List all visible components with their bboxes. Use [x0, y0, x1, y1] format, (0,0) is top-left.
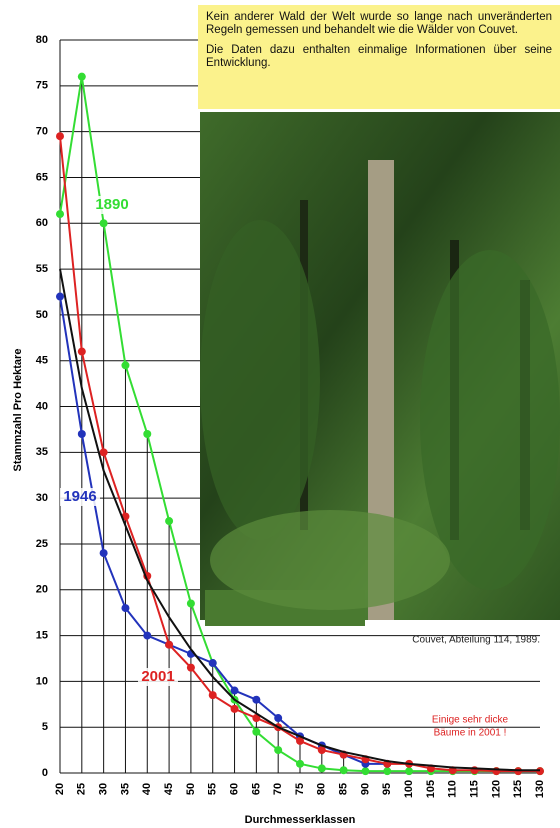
- point: [56, 292, 64, 301]
- point: [252, 714, 261, 723]
- x-tick-label: 120: [490, 780, 502, 798]
- annotation: Einige sehr dicke: [432, 715, 509, 726]
- x-tick-label: 95: [381, 783, 393, 795]
- point: [317, 764, 326, 773]
- label-bg: [60, 488, 100, 506]
- point: [252, 695, 261, 704]
- x-tick-label: 115: [468, 780, 480, 798]
- y-tick-label: 45: [36, 355, 48, 367]
- y-tick-label: 35: [36, 446, 48, 458]
- point: [296, 736, 304, 745]
- y-tick-label: 80: [36, 34, 48, 46]
- point: [165, 640, 174, 649]
- x-tick-label: 45: [163, 783, 175, 795]
- x-tick-label: 70: [272, 783, 284, 795]
- point: [296, 759, 304, 768]
- label-bg: [138, 668, 178, 686]
- point: [121, 361, 130, 370]
- y-tick-label: 50: [36, 309, 48, 321]
- point: [230, 686, 239, 695]
- point: [143, 631, 152, 640]
- point: [99, 448, 108, 457]
- x-tick-label: 75: [294, 783, 306, 795]
- x-tick-label: 90: [359, 783, 371, 795]
- note-text: Kein anderer Wald der Welt wurde so lang…: [206, 11, 552, 36]
- point: [77, 429, 86, 438]
- x-tick-label: 80: [316, 783, 328, 795]
- point: [405, 767, 414, 776]
- point: [186, 599, 195, 608]
- y-tick-label: 15: [36, 629, 48, 641]
- point: [99, 219, 108, 228]
- x-tick-label: 20: [54, 783, 66, 795]
- annotation: Bäume in 2001 !: [434, 728, 507, 739]
- y-tick-label: 5: [42, 721, 48, 733]
- label-bg: [92, 196, 132, 214]
- x-tick-label: 40: [141, 783, 153, 795]
- point: [56, 210, 64, 219]
- x-tick-label: 110: [447, 780, 459, 798]
- y-tick-label: 25: [36, 538, 48, 550]
- x-tick-label: 30: [98, 783, 110, 795]
- x-tick-label: 35: [119, 783, 131, 795]
- y-tick-label: 55: [36, 263, 48, 275]
- x-tick-label: 85: [338, 783, 350, 795]
- point: [186, 663, 195, 672]
- point: [274, 746, 283, 755]
- x-tick-label: 105: [425, 780, 437, 798]
- x-tick-label: 100: [403, 780, 415, 798]
- point: [99, 549, 108, 558]
- y-tick-label: 75: [36, 80, 48, 92]
- series-label: 2001: [141, 668, 174, 685]
- point: [208, 691, 217, 700]
- y-tick-label: 10: [36, 675, 48, 687]
- x-tick-label: 50: [185, 783, 197, 795]
- point: [274, 714, 283, 723]
- y-tick-label: 40: [36, 400, 48, 412]
- y-tick-label: 0: [42, 767, 48, 779]
- y-tick-label: 20: [36, 584, 48, 596]
- caption: Couvet, Abteilung 114, 1989.: [412, 635, 540, 646]
- y-axis-label: Stammzahl Pro Hektare: [12, 349, 24, 472]
- point: [383, 767, 392, 776]
- series-label: 1946: [63, 488, 96, 505]
- point: [121, 604, 130, 613]
- x-tick-label: 60: [228, 783, 240, 795]
- point: [361, 767, 370, 776]
- photo: [200, 112, 560, 626]
- note-box: Kein anderer Wald der Welt wurde so lang…: [198, 5, 560, 109]
- series-label: 1890: [95, 196, 128, 213]
- point: [230, 704, 239, 713]
- point: [165, 517, 174, 526]
- note-text: Die Daten dazu enthalten einmalige Infor…: [206, 44, 552, 69]
- point: [77, 72, 86, 81]
- x-tick-label: 55: [207, 783, 219, 795]
- series-line: [59, 268, 540, 772]
- x-axis-label: Durchmesserklassen: [245, 814, 356, 826]
- point: [208, 659, 217, 668]
- series-line: [59, 296, 388, 765]
- x-tick-label: 65: [250, 783, 262, 795]
- y-tick-label: 60: [36, 217, 48, 229]
- point: [252, 727, 261, 736]
- plot: 0 5 10 15 20 25 30 35 40 45 50 55 60 65 70 75 80 20 25 30 35…: [36, 34, 546, 798]
- point: [77, 347, 86, 356]
- point: [143, 429, 152, 438]
- y-tick-label: 70: [36, 126, 48, 138]
- x-tick-label: 130: [534, 780, 546, 798]
- y-tick-label: 65: [36, 171, 48, 183]
- x-tick-label: 25: [76, 783, 88, 795]
- point: [339, 766, 348, 775]
- point: [56, 132, 64, 141]
- x-tick-label: 125: [512, 780, 524, 798]
- y-tick-label: 30: [36, 492, 48, 504]
- point: [317, 746, 326, 755]
